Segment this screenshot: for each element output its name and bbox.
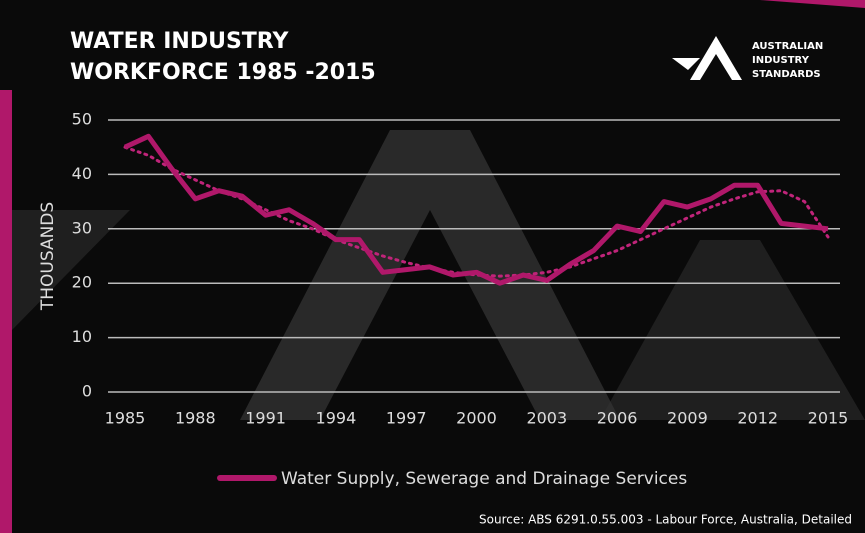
x-tick-label: 2003 — [526, 409, 567, 428]
source: Source: ABS 6291.0.55.003 - Labour Force… — [479, 513, 852, 527]
chart-title: WORKFORCE 1985 -2015 — [70, 60, 376, 85]
chart-title: WATER INDUSTRY — [70, 29, 290, 54]
x-tick-label: 1985 — [105, 409, 146, 428]
logo-text: AUSTRALIAN — [752, 41, 823, 52]
x-tick-label: 1991 — [245, 409, 286, 428]
x-tick-label: 1994 — [316, 409, 357, 428]
x-tick-label: 2000 — [456, 409, 497, 428]
y-tick-label: 0 — [82, 382, 92, 401]
bg-shape — [12, 210, 130, 330]
logo-mark — [690, 36, 742, 80]
y-axis-label: THOUSANDS — [38, 202, 58, 311]
logo-text: STANDARDS — [752, 69, 821, 80]
legend-label: Water Supply, Sewerage and Drainage Serv… — [281, 469, 687, 489]
y-tick-label: 40 — [72, 164, 92, 183]
y-tick-label: 10 — [72, 327, 92, 346]
x-tick-label: 1988 — [175, 409, 216, 428]
accent-strip — [0, 90, 12, 533]
bg-shape — [240, 130, 620, 420]
x-tick-label: 2015 — [808, 409, 849, 428]
x-tick-label: 1997 — [386, 409, 427, 428]
y-tick-label: 30 — [72, 218, 92, 237]
x-tick-label: 2009 — [667, 409, 708, 428]
bg-shape — [600, 240, 865, 420]
data-line — [123, 133, 829, 286]
logo-text: INDUSTRY — [752, 55, 810, 66]
x-tick-label: 2006 — [597, 409, 638, 428]
accent-corner — [760, 0, 865, 8]
x-tick-label: 2012 — [737, 409, 778, 428]
logo-mark — [672, 58, 700, 70]
y-tick-label: 20 — [72, 273, 92, 292]
y-tick-label: 50 — [72, 110, 92, 129]
